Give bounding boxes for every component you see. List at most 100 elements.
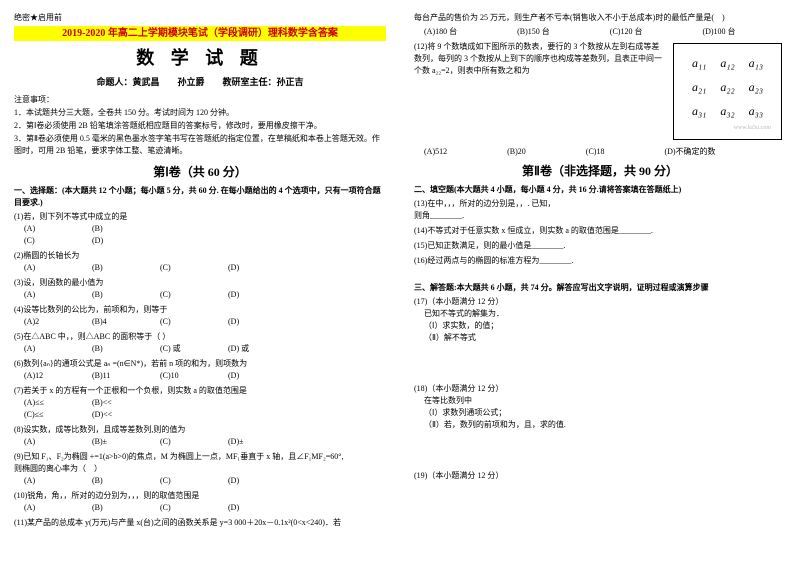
q1-b: (B) (92, 223, 132, 235)
q17-a: 已知不等式的解集为． (424, 308, 786, 320)
q9-c: (C) (160, 475, 200, 487)
q2-c: (C) (160, 262, 200, 274)
q12-d: (D)不确定的数 (664, 146, 715, 158)
q12-c: (C)18 (586, 146, 605, 158)
q7-d: (D)<< (92, 409, 132, 421)
q9-b: (B) (92, 475, 132, 487)
question-12: a₁₁a₁₂a₁₃ a₂₁a₂₂a₂₃ a₃₁a₃₂a₃₃ www.ks5u.c… (414, 41, 786, 158)
q3-text: (3)设，则函数的最小值为 (14, 277, 386, 289)
q2-a: (A) (24, 262, 64, 274)
q5-a: (A) (24, 343, 64, 355)
q7-text: (7)若关于 x 的方程有一个正根和一个负根，则实数 a 的取值范围是 (14, 385, 386, 397)
section-3-desc: 三、解答题:本大题共 6 小题，共 74 分。解答应写出文字说明，证明过程或演算… (414, 282, 786, 294)
watermark: www.ks5u.com (684, 124, 771, 133)
q17-b: （Ⅰ）求实数，的值； (424, 320, 786, 332)
q5-c: (C) 或 (160, 343, 200, 355)
question-11: (11)某产品的总成本 y(万元)与产量 x(台)之间的函数关系是 y=3 00… (14, 517, 386, 529)
q6-d: (D) (228, 370, 268, 382)
section-2-heading: 第Ⅱ卷（非选择题，共 90 分） (414, 162, 786, 180)
q1-d: (D) (92, 235, 132, 247)
q9-d: (D) (228, 475, 268, 487)
notice-head: 注意事项： (14, 94, 386, 106)
q3-b: (B) (92, 289, 132, 301)
question-3: (3)设，则函数的最小值为 (A)(B)(C)(D) (14, 277, 386, 301)
question-1: (1)若，则下列不等式中成立的是 (A)(B) (C)(D) (14, 211, 386, 247)
question-5: (5)在△ABC 中，，则△ABC 的面积等于（ ） (A) (B) (C) 或 (D… (14, 331, 386, 355)
q13-text: (13)在中，，，所对的边分别是，，. 已知， (414, 198, 786, 210)
question-7: (7)若关于 x 的方程有一个正根和一个负根，则实数 a 的取值范围是 (A)≤… (14, 385, 386, 421)
matrix-table: a₁₁a₁₂a₁₃ a₂₁a₂₂a₂₃ a₃₁a₃₂a₃₃ (684, 50, 771, 124)
q9-text-b: 则椭圆的离心率为（ ） (14, 463, 386, 475)
q12-a: (A)512 (424, 146, 447, 158)
q18-c: （Ⅱ）若，数列的前项和为，且，求的值. (424, 419, 786, 431)
question-10: (10)锐角，角，，所对的边分别为，，，则的取值范围是 (A) (B) (C) (D) (14, 490, 386, 514)
q3-c: (C) (160, 289, 200, 301)
m32: a₃₂ (714, 100, 740, 122)
q5-text: (5)在△ABC 中，，则△ABC 的面积等于（ ） (14, 331, 386, 343)
q8-c: (C) (160, 436, 200, 448)
q6-b: (B)11 (92, 370, 132, 382)
q6-c: (C)10 (160, 370, 200, 382)
matrix-box: a₁₁a₁₂a₁₃ a₂₁a₂₂a₂₃ a₃₁a₃₂a₃₃ www.ks5u.c… (673, 43, 782, 140)
q11-a: (A)180 台 (424, 26, 457, 38)
q9-text: (9)已知 F₁、F₂为椭圆 +=1(a>b>0)的焦点，M 为椭圆上一点，MF… (14, 451, 386, 463)
main-title: 数 学 试 题 (14, 45, 386, 72)
q2-b: (B) (92, 262, 132, 274)
right-column: 每台产品的售价为 25 万元，则生产者不亏本(销售收入不小于总成本)时的最低产量… (400, 0, 800, 584)
q8-text: (8)设实数，成等比数列，且成等差数列,则的值为 (14, 424, 386, 436)
left-column: 绝密★启用前 2019-2020 年高二上学期模块笔试（学段调研）理科数学含答案… (0, 0, 400, 584)
q8-b: (B)± (92, 436, 132, 448)
q7-a: (A)≤≤ (24, 397, 64, 409)
q5-b: (B) (92, 343, 132, 355)
q11-text: (11)某产品的总成本 y(万元)与产量 x(台)之间的函数关系是 y=3 00… (14, 517, 386, 529)
question-18: (18)（本小题满分 12 分） 在等比数列中 （Ⅰ）求数列通项公式； （Ⅱ）若… (414, 383, 786, 431)
q10-b: (B) (92, 502, 132, 514)
question-17: (17)（本小题满分 12 分） 已知不等式的解集为． （Ⅰ）求实数，的值； （… (414, 296, 786, 344)
q11-d: (D)100 台 (702, 26, 735, 38)
q5-d: (D) 或 (228, 343, 268, 355)
confidential-label: 绝密★启用前 (14, 12, 386, 24)
q10-c: (C) (160, 502, 200, 514)
q13-text-b: 则角________. (414, 210, 786, 222)
question-19: (19)（本小题满分 12 分） (414, 470, 786, 482)
q6-text: (6)数列{aₙ}的通项公式是 aₙ =(n∈N*)，若前 n 项的和为，则项数… (14, 358, 386, 370)
q4-d: (D) (228, 316, 268, 328)
q18-h: (18)（本小题满分 12 分） (414, 383, 786, 395)
q4-text: (4)设等比数列的公比为，前项和为，则等于 (14, 304, 386, 316)
section-1-desc: 一、选择题：(本大题共 12 个小题；每小题 5 分，共 60 分. 在每小题给… (14, 185, 386, 209)
q8-d: (D)± (228, 436, 268, 448)
question-15: (15)已知正数满足，则的最小值是________. (414, 240, 786, 252)
question-6: (6)数列{aₙ}的通项公式是 aₙ =(n∈N*)，若前 n 项的和为，则项数… (14, 358, 386, 382)
q12-b: (B)20 (507, 146, 526, 158)
q2-d: (D) (228, 262, 268, 274)
section-1-heading: 第Ⅰ卷（共 60 分） (14, 163, 386, 181)
m11: a₁₁ (686, 52, 712, 74)
m31: a₃₁ (686, 100, 712, 122)
q17-c: （Ⅱ）解不等式 (424, 332, 786, 344)
exam-red-title: 2019-2020 年高二上学期模块笔试（学段调研）理科数学含答案 (14, 26, 386, 41)
q10-d: (D) (228, 502, 268, 514)
m33: a₃₃ (743, 100, 769, 122)
m12: a₁₂ (714, 52, 740, 74)
q9-a: (A) (24, 475, 64, 487)
m22: a₂₂ (714, 76, 740, 98)
question-14: (14)不等式对于任意实数 x 恒成立，则实数 a 的取值范围是________… (414, 225, 786, 237)
q11-c: (C)120 台 (610, 26, 643, 38)
question-16: (16)经过两点与的椭圆的标准方程为________. (414, 255, 786, 267)
q11-b: (B)150 台 (517, 26, 550, 38)
notice-3: 3．第Ⅱ卷必须使用 0.5 毫米的黑色墨水签字笔书写在答题纸的指定位置，在草稿纸… (14, 133, 386, 157)
q1-c: (C) (24, 235, 64, 247)
question-13: (13)在中，，，所对的边分别是，，. 已知， 则角________. (414, 198, 786, 222)
q11-cont: 每台产品的售价为 25 万元，则生产者不亏本(销售收入不小于总成本)时的最低产量… (414, 12, 786, 24)
m23: a₂₃ (743, 76, 769, 98)
q10-a: (A) (24, 502, 64, 514)
q8-a: (A) (24, 436, 64, 448)
section-2-desc: 二、填空题(本大题共 4 小题，每小题 4 分，共 16 分.请将答案填在答题纸… (414, 184, 786, 196)
question-8: (8)设实数，成等比数列，且成等差数列,则的值为 (A) (B)± (C) (D)± (14, 424, 386, 448)
q3-d: (D) (228, 289, 268, 301)
q18-a: 在等比数列中 (424, 395, 786, 407)
m21: a₂₁ (686, 76, 712, 98)
q10-text: (10)锐角，角，，所对的边分别为，，，则的取值范围是 (14, 490, 386, 502)
authors-line: 命题人：黄武昌 孙立爵 教研室主任：孙正吉 (14, 76, 386, 90)
q6-a: (A)12 (24, 370, 64, 382)
